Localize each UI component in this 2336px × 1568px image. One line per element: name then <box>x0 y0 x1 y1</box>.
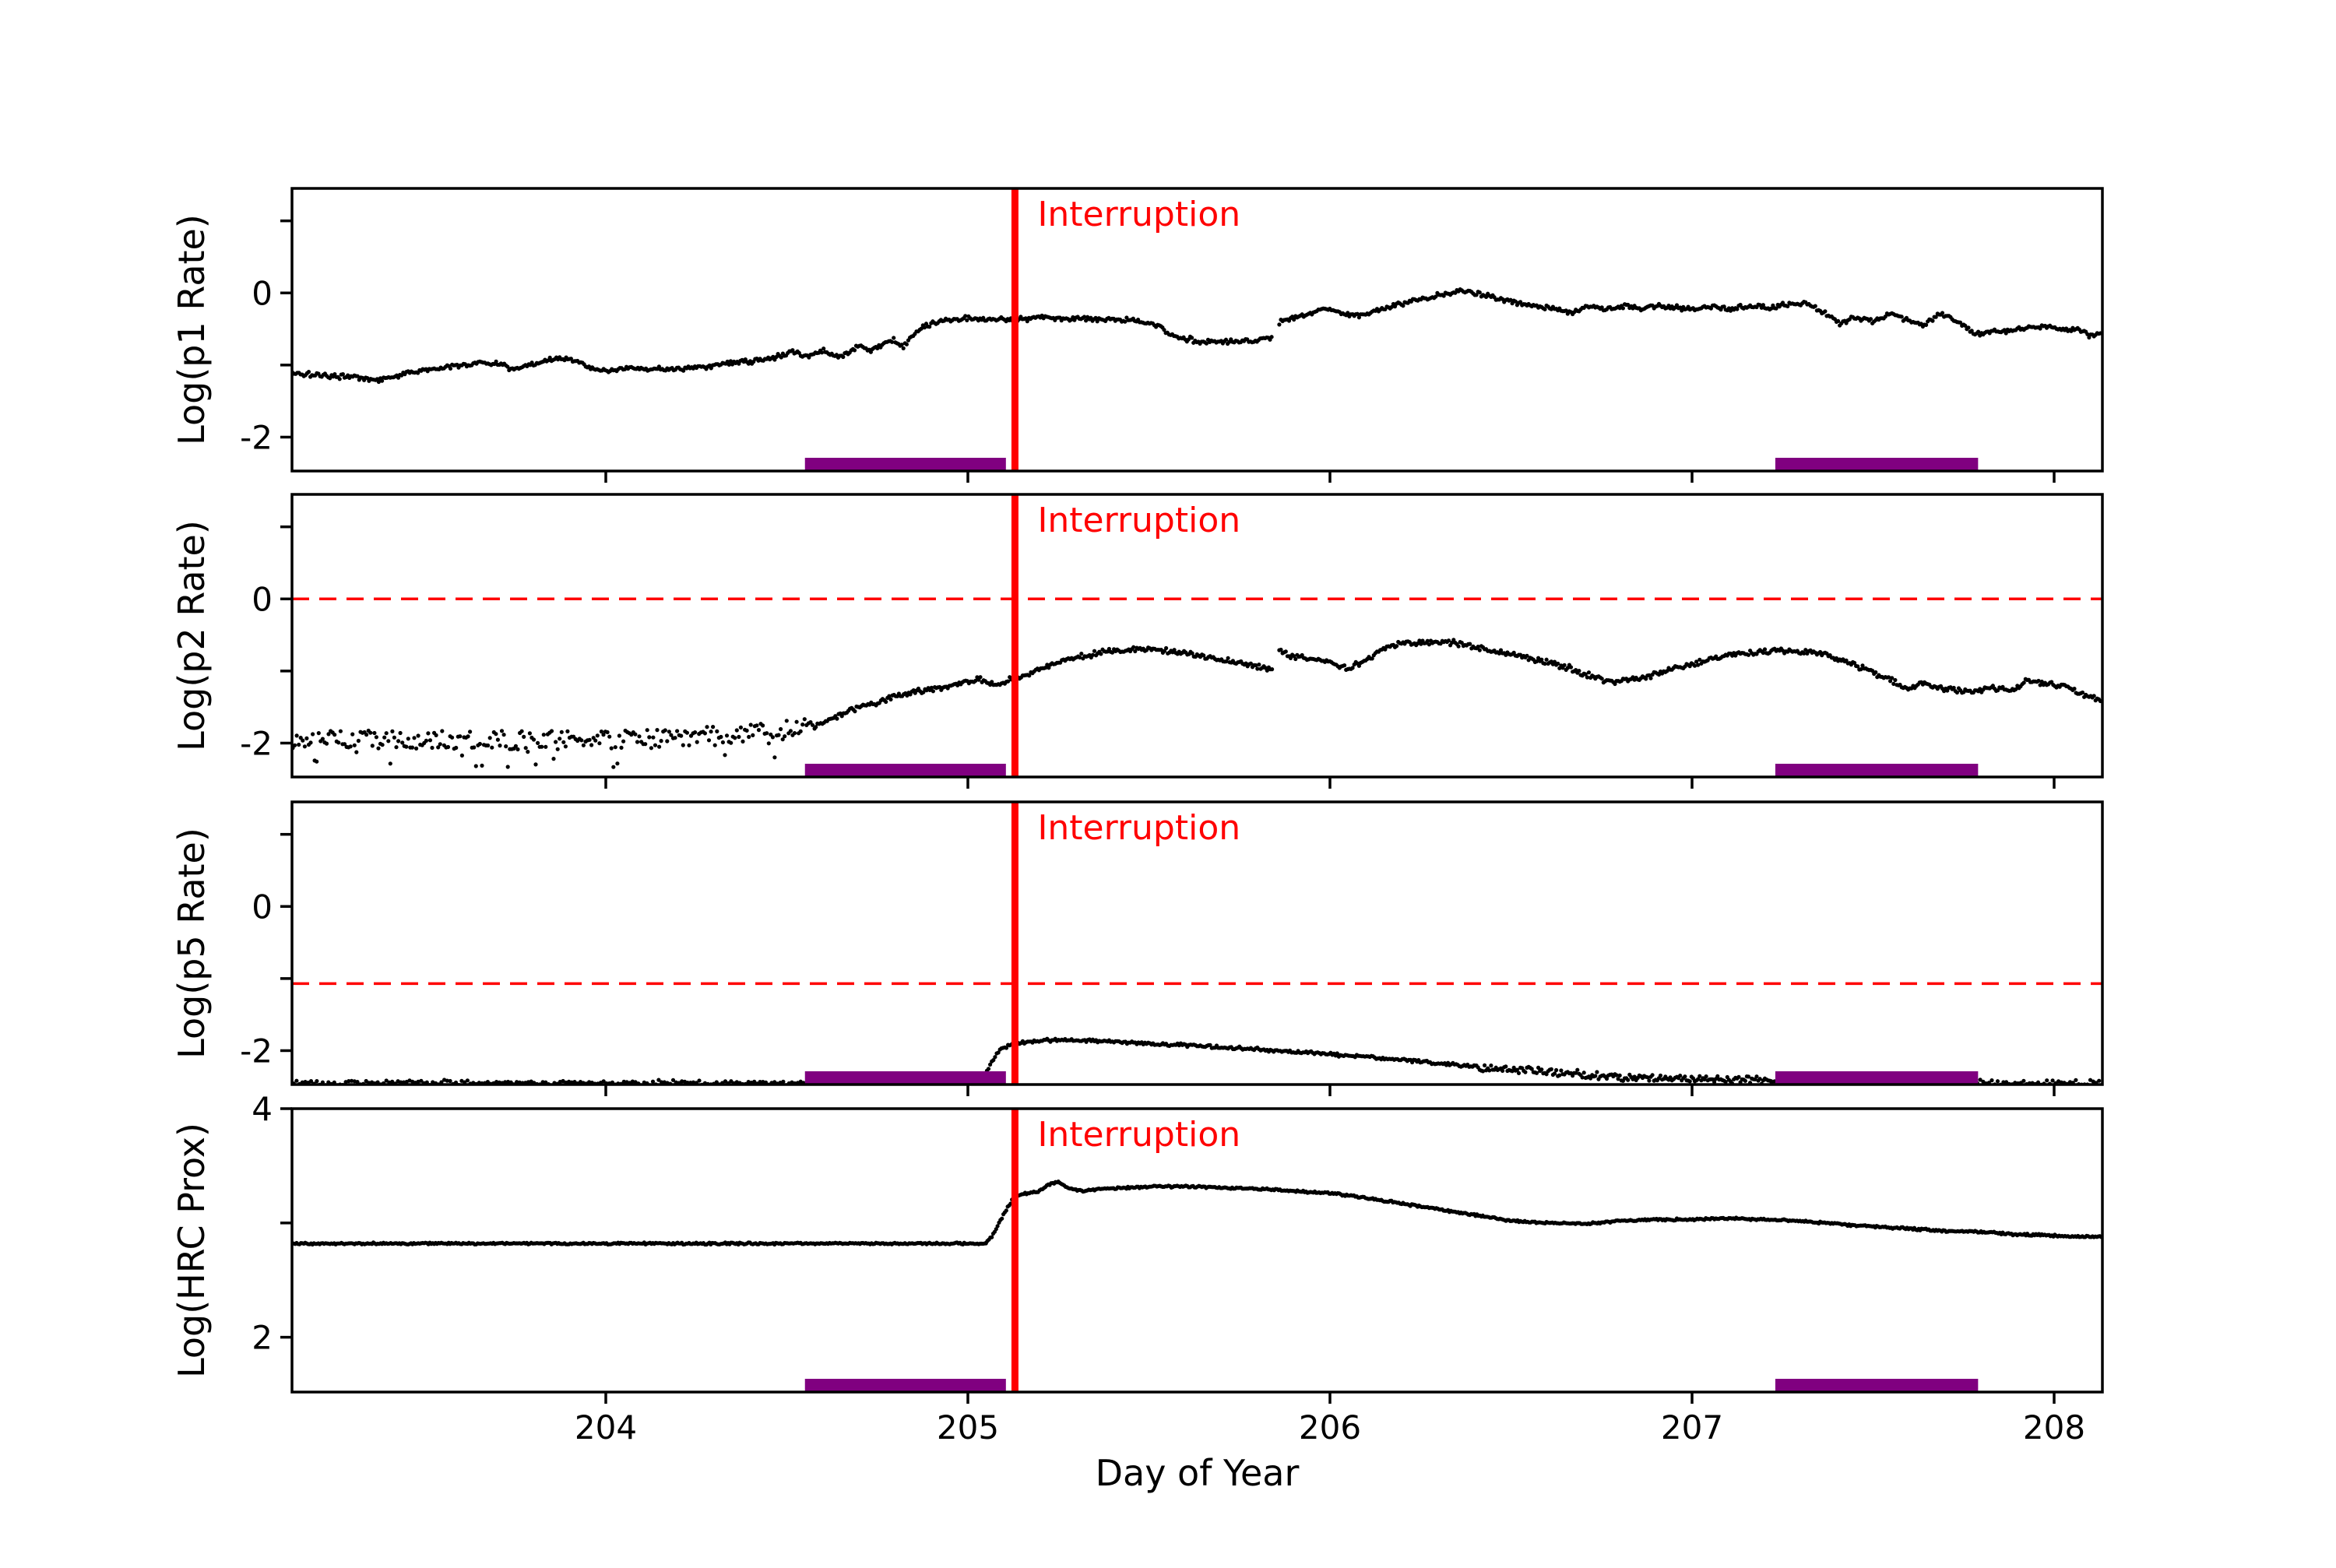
y-axis-label: Log(p1 Rate) <box>171 214 213 445</box>
axes-spines <box>290 800 2104 1086</box>
y-axis-label: Log(p5 Rate) <box>171 828 213 1059</box>
panel-3: Interruption 0 -2 Log(p5 Rate) <box>171 800 2104 1096</box>
support-band <box>804 1071 1006 1084</box>
data-points <box>292 638 2102 769</box>
y-tick-label: 0 <box>252 274 273 312</box>
scatter-series-segment <box>292 1240 988 1247</box>
x-axis-label: Day of Year <box>1096 1452 1300 1494</box>
panel-2: Interruption 0 -2 Log(p2 Rate) <box>171 493 2104 789</box>
x-tick-label: 206 <box>1299 1408 1361 1447</box>
axes-spines <box>290 1107 2104 1394</box>
data-points <box>292 1180 2102 1247</box>
y-axis-label: Log(p2 Rate) <box>171 520 213 751</box>
x-tick-label: 207 <box>1661 1408 1723 1447</box>
y-tick-label: -2 <box>240 418 273 456</box>
panel-1: Interruption 0 -2 Log(p1 Rate) <box>171 187 2104 483</box>
y-tick-label: 0 <box>252 580 273 618</box>
scatter-series-segment <box>1472 1063 1774 1085</box>
panel-4: Interruption 204 205 206 207 208 4 2 Log(HRC Pro… <box>171 1090 2104 1447</box>
axes-spines <box>290 493 2104 779</box>
y-tick-label: 0 <box>252 888 273 926</box>
support-band <box>1775 764 1979 776</box>
support-band <box>1775 1379 1979 1391</box>
y-axis-label: Log(HRC Prox) <box>171 1123 213 1378</box>
interruption-label: Interruption <box>1037 501 1240 540</box>
y-tick-label: -2 <box>240 724 273 762</box>
x-tick-label: 204 <box>575 1408 637 1447</box>
interruption-label: Interruption <box>1037 195 1240 234</box>
y-tick-label: 4 <box>252 1090 273 1128</box>
x-tick-label: 208 <box>2023 1408 2085 1447</box>
scatter-series-segment <box>292 313 1274 385</box>
data-points <box>292 287 2102 385</box>
support-band <box>804 764 1006 776</box>
scatter-series-segment <box>1277 638 2102 704</box>
support-band <box>804 458 1006 470</box>
support-band <box>804 1379 1006 1391</box>
x-tick-label: 205 <box>937 1408 999 1447</box>
axes-spines <box>290 187 2104 473</box>
scatter-series-segment <box>983 1180 2102 1245</box>
scatter-series-segment <box>976 1036 1476 1085</box>
scatter-series-segment <box>1277 287 2102 340</box>
scatter-series-segment <box>292 717 817 769</box>
support-band <box>1775 458 1979 470</box>
interruption-label: Interruption <box>1037 1115 1240 1155</box>
y-tick-label: -2 <box>240 1032 273 1070</box>
support-band <box>1775 1071 1979 1084</box>
interruption-label: Interruption <box>1037 808 1240 848</box>
scatter-series-segment <box>814 645 1275 730</box>
y-tick-label: 2 <box>252 1319 273 1357</box>
